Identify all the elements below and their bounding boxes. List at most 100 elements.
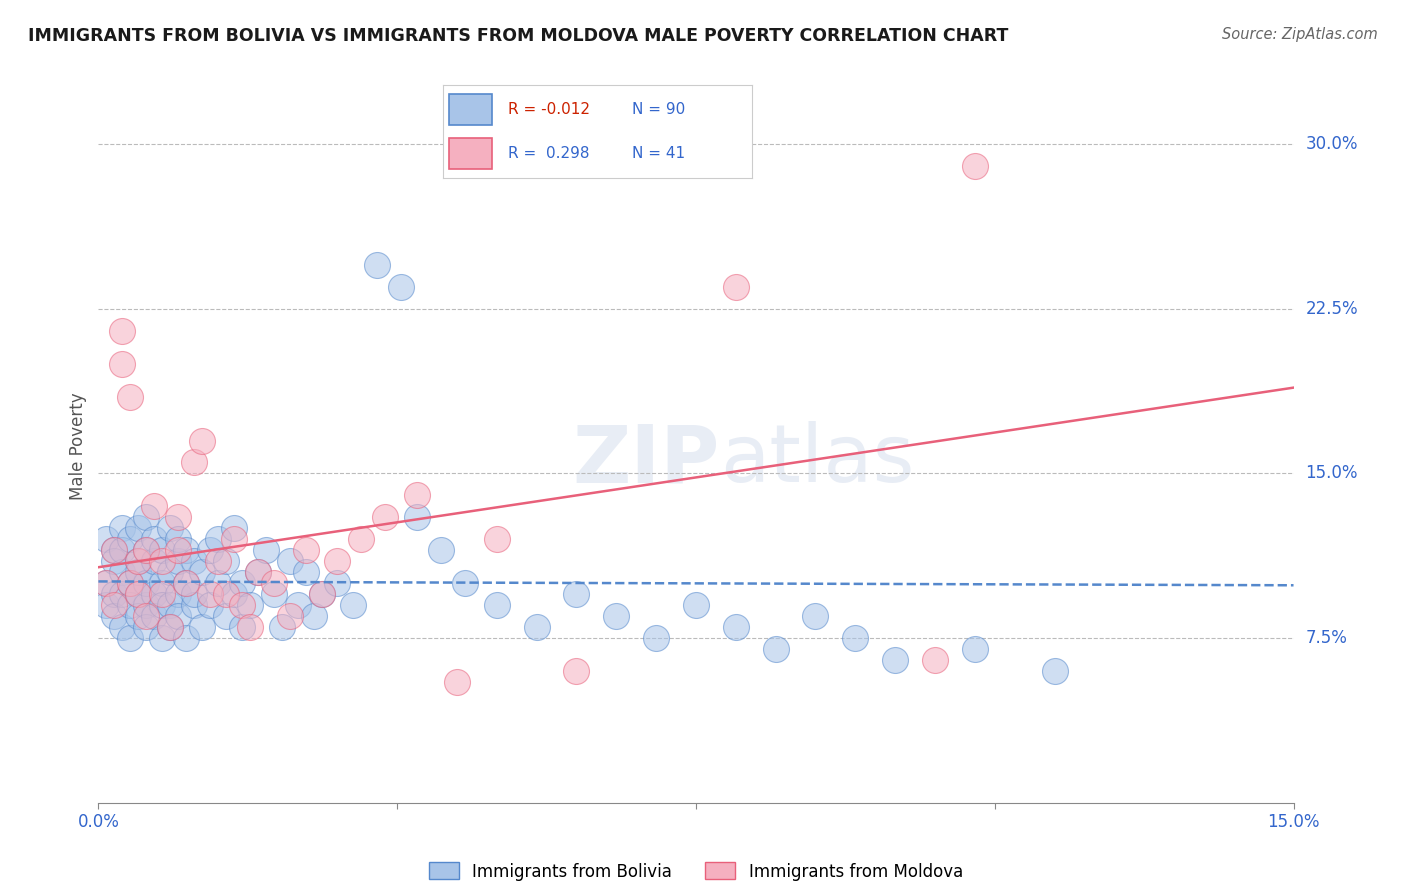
Point [183,554,205,568]
Point [167,510,190,524]
Point [150,598,173,612]
Point [183,587,205,601]
Point [127,609,149,624]
Point [565,664,588,678]
Point [120,631,142,645]
Point [485,598,508,612]
Point [150,587,173,601]
Point [159,521,181,535]
Point [159,620,181,634]
Point [159,620,181,634]
Point [103,554,125,568]
Point [103,543,125,558]
Point [350,533,373,547]
Point [135,620,157,634]
Point [406,510,429,524]
Text: Source: ZipAtlas.com: Source: ZipAtlas.com [1222,27,1378,42]
Point [167,554,190,568]
Point [159,598,181,612]
Point [294,566,316,580]
Text: 22.5%: 22.5% [1305,300,1358,318]
Point [198,543,221,558]
Point [135,543,157,558]
Point [294,543,316,558]
Point [804,609,827,624]
Text: IMMIGRANTS FROM BOLIVIA VS IMMIGRANTS FROM MOLDOVA MALE POVERTY CORRELATION CHAR: IMMIGRANTS FROM BOLIVIA VS IMMIGRANTS FR… [28,27,1008,45]
Point [174,631,197,645]
Point [111,357,134,371]
Point [174,576,197,591]
Point [167,543,190,558]
Point [430,543,453,558]
Point [167,533,190,547]
Point [605,609,627,624]
Text: 15.0%: 15.0% [1305,465,1358,483]
Point [143,587,166,601]
Point [924,653,946,667]
Point [150,576,173,591]
Text: atlas: atlas [720,421,914,500]
Point [111,566,134,580]
Text: ZIP: ZIP [572,421,720,500]
Text: N = 41: N = 41 [631,146,685,161]
Point [963,159,986,173]
Point [724,620,747,634]
Point [1043,664,1066,678]
Point [127,521,149,535]
Point [135,576,157,591]
Point [239,598,262,612]
Point [246,566,269,580]
Point [127,587,149,601]
Point [884,653,907,667]
Point [239,620,262,634]
Point [342,598,364,612]
Point [111,324,134,338]
Point [103,587,125,601]
Point [278,554,301,568]
Point [215,554,238,568]
Point [287,598,309,612]
Point [198,587,221,601]
Point [222,521,245,535]
Point [311,587,333,601]
FancyBboxPatch shape [449,95,492,125]
Point [191,620,214,634]
Point [685,598,707,612]
Point [963,642,986,657]
Point [103,609,125,624]
Text: 30.0%: 30.0% [1305,135,1358,153]
Point [143,500,166,514]
Point [120,598,142,612]
Point [127,554,149,568]
Point [143,554,166,568]
Point [135,609,157,624]
Point [135,543,157,558]
Point [120,390,142,404]
Point [278,609,301,624]
Point [183,455,205,469]
Point [270,620,292,634]
Point [198,598,221,612]
Point [150,554,173,568]
Point [111,543,134,558]
Point [120,576,142,591]
Point [326,576,349,591]
Point [111,587,134,601]
Text: 7.5%: 7.5% [1305,629,1347,647]
Point [127,566,149,580]
Point [191,434,214,448]
Point [765,642,787,657]
Point [150,631,173,645]
Point [374,510,396,524]
Point [135,510,157,524]
Point [167,587,190,601]
Point [263,587,285,601]
Point [844,631,866,645]
Point [183,598,205,612]
Point [103,543,125,558]
Point [645,631,668,645]
Point [222,587,245,601]
Legend: Immigrants from Bolivia, Immigrants from Moldova: Immigrants from Bolivia, Immigrants from… [422,855,970,888]
Point [215,587,238,601]
Text: N = 90: N = 90 [631,102,685,117]
